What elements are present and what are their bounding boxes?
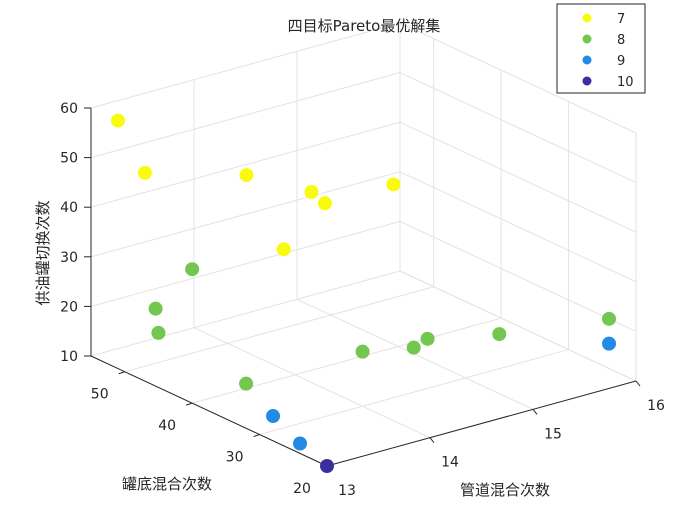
x-tick-mark-1 (429, 437, 435, 443)
grid-x-floor-1 (193, 327, 431, 439)
point-series-9-2 (602, 336, 617, 351)
legend-marker-9 (582, 55, 592, 65)
x-tick-label-2: 15 (544, 426, 562, 442)
legend-label-10: 10 (617, 75, 634, 90)
grid-z-back-1 (90, 220, 401, 307)
y-tick-mark-1 (253, 434, 260, 438)
z-tick-label-2: 30 (60, 250, 78, 266)
z-tick-label-5: 60 (60, 101, 78, 117)
point-series-7-5 (386, 177, 401, 192)
point-series-8-5 (406, 340, 421, 355)
x-tick-mark-3 (635, 380, 641, 387)
z-tick-label-3: 40 (60, 200, 78, 216)
legend-label-7: 7 (617, 12, 625, 27)
point-series-7-0 (110, 113, 125, 128)
y-axis-label: 罐底混合次数 (122, 475, 212, 493)
y-tick-label-1: 30 (226, 450, 244, 466)
point-series-9-0 (266, 409, 281, 424)
point-series-7-4 (317, 196, 332, 211)
x-tick-label-3: 16 (647, 398, 665, 414)
point-series-7-2 (239, 168, 254, 183)
grid-z-back-3 (90, 121, 401, 208)
grid-y-floor-1 (259, 349, 569, 436)
point-series-8-4 (355, 344, 370, 359)
z-tick-label-0: 10 (60, 349, 78, 365)
side-pane (400, 23, 636, 381)
point-series-7-3 (304, 185, 319, 200)
point-series-8-1 (148, 301, 163, 316)
grid-z-back-5 (90, 22, 401, 109)
grid-z-side-5 (399, 22, 637, 134)
grid-y-floor-3 (124, 286, 434, 373)
axes-panes (91, 23, 636, 466)
z-axis-label: 供油罐切换次数 (34, 200, 52, 305)
point-series-8-2 (151, 325, 166, 340)
floor-pane (91, 271, 636, 466)
legend-label-9: 9 (617, 54, 625, 69)
legend-box (556, 3, 646, 94)
y-tick-label-2: 40 (158, 418, 176, 434)
point-series-8-6 (420, 331, 435, 346)
chart-title: 四目标Pareto最优解集 (288, 17, 441, 35)
grid-z-back-4 (90, 72, 401, 159)
point-series-8-3 (239, 376, 254, 391)
point-series-9-1 (293, 436, 308, 451)
legend-marker-8 (582, 34, 592, 44)
grid-z-side-4 (399, 72, 637, 184)
legend-marker-7 (582, 13, 592, 23)
y-tick-mark-3 (118, 371, 125, 375)
grid-z-side-1 (399, 220, 637, 332)
x-axis-line (326, 380, 637, 467)
point-series-8-8 (602, 311, 617, 326)
point-series-10-0 (320, 459, 334, 473)
z-tick-label-1: 20 (60, 299, 78, 315)
y-tick-label-0: 20 (293, 481, 311, 497)
y-axis-line (90, 355, 328, 467)
x-axis-label: 管道混合次数 (460, 481, 550, 499)
point-series-7-6 (276, 242, 291, 257)
y-tick-mark-2 (185, 402, 193, 406)
y-tick-label-3: 50 (91, 387, 109, 403)
grid-z-back-0 (90, 270, 401, 357)
x-tick-label-0: 13 (338, 483, 356, 499)
grid-z-back-2 (90, 171, 401, 258)
x-tick-mark-2 (532, 409, 538, 415)
grid-z-side-0 (399, 270, 637, 382)
axis-lines (84, 107, 641, 472)
data-points (110, 113, 617, 473)
grid-z-side-3 (399, 121, 637, 233)
back-pane (91, 23, 400, 356)
legend-label-8: 8 (617, 33, 625, 48)
grid-z-side-2 (399, 171, 637, 283)
legend-marker-10 (582, 76, 592, 86)
z-tick-label-4: 50 (60, 151, 78, 167)
point-series-7-1 (137, 165, 152, 180)
tick-labels: 13 14 15 16 20 30 40 50 10 20 30 40 50 60 (60, 101, 665, 499)
point-series-8-0 (185, 262, 200, 277)
x-tick-label-1: 14 (441, 455, 459, 471)
legend: 7 8 9 10 (556, 3, 646, 94)
point-series-8-7 (492, 327, 507, 342)
